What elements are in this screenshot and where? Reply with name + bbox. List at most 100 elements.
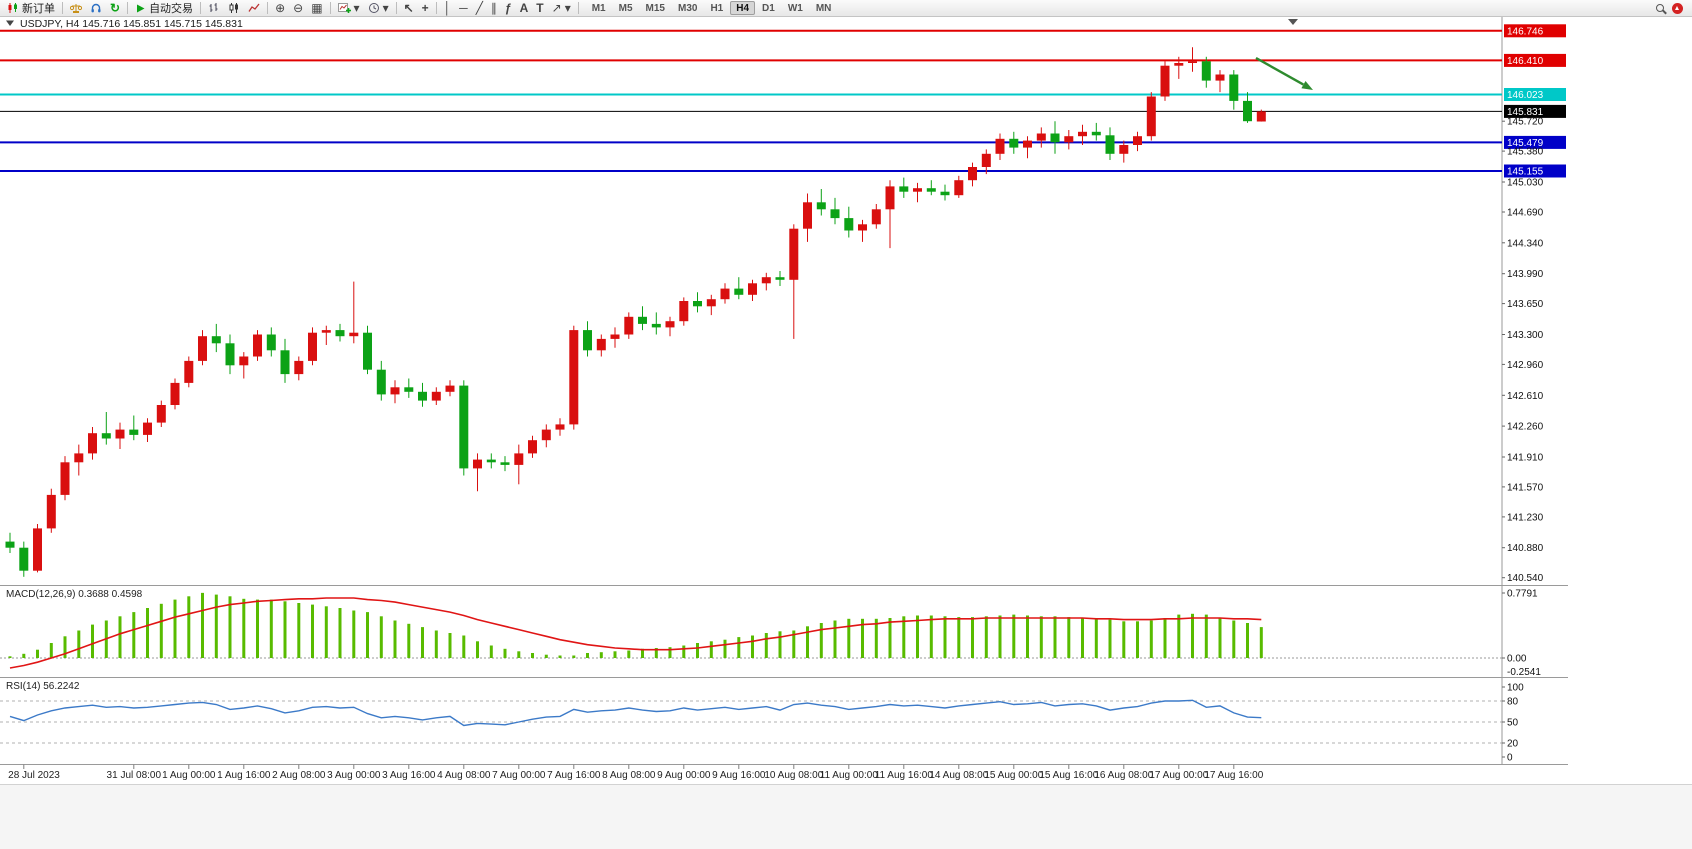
timeframe-m1-button[interactable]: M1 <box>591 3 606 14</box>
price-axis[interactable]: 146.746 146.410 146.023 145.831 145.479 145.1… <box>1502 24 1566 584</box>
cursor-button[interactable]: ↖ <box>400 1 418 16</box>
channel-button[interactable]: ∥ <box>487 1 501 16</box>
label-icon: T <box>536 0 544 15</box>
notifications-icon[interactable] <box>1672 2 1683 14</box>
arrows-button[interactable]: ↗ ▾ <box>548 1 575 16</box>
timeframe-w1-button[interactable]: W1 <box>787 3 803 14</box>
svg-text:80: 80 <box>1507 697 1519 708</box>
svg-text:0.7791: 0.7791 <box>1507 589 1538 600</box>
svg-text:145.380: 145.380 <box>1507 147 1544 158</box>
horizontal-lines[interactable] <box>0 29 1502 172</box>
svg-text:145.720: 145.720 <box>1507 117 1544 128</box>
svg-text:-0.2541: -0.2541 <box>1507 667 1541 678</box>
svg-text:140.880: 140.880 <box>1507 543 1544 554</box>
svg-text:140.540: 140.540 <box>1507 573 1544 584</box>
svg-text:1 Aug 16:00: 1 Aug 16:00 <box>217 770 271 781</box>
svg-text:7 Aug 00:00: 7 Aug 00:00 <box>492 770 546 781</box>
svg-text:20: 20 <box>1507 739 1519 750</box>
new-order-icon <box>7 2 19 14</box>
vertical-line-button[interactable]: │ <box>440 1 456 16</box>
new-order-button[interactable]: 新订单 <box>3 1 59 16</box>
toolbar-separator <box>200 2 202 14</box>
refresh-icon: ↻ <box>110 0 121 15</box>
toolbar-separator <box>435 2 437 14</box>
timeframe-m5-button[interactable]: M5 <box>618 3 633 14</box>
chart-bars-button[interactable] <box>204 1 224 16</box>
cursor-icon: ↖ <box>403 0 414 15</box>
svg-text:145.831: 145.831 <box>1507 107 1544 118</box>
svg-text:144.690: 144.690 <box>1507 208 1544 219</box>
tile-windows-icon: ▦ <box>311 0 323 15</box>
svg-text:141.910: 141.910 <box>1507 453 1544 464</box>
horizontal-line-button[interactable]: ─ <box>455 1 472 16</box>
new-chart-button[interactable]: ▾ <box>334 1 364 16</box>
timeframe-h4-button[interactable]: H4 <box>730 1 756 15</box>
svg-text:11 Aug 00:00: 11 Aug 00:00 <box>820 770 879 781</box>
zoom-in-icon: ⊕ <box>275 0 286 15</box>
main-toolbar: 新订单 ↻ <box>0 0 1692 17</box>
line-chart-icon <box>248 2 260 14</box>
chart-candles-button[interactable] <box>224 1 244 16</box>
toolbar-separator <box>267 2 269 14</box>
svg-text:100: 100 <box>1507 683 1524 694</box>
trend-arrow-annotation[interactable] <box>1255 56 1313 90</box>
scroll-position-marker[interactable] <box>1288 19 1298 25</box>
svg-text:145.030: 145.030 <box>1507 178 1544 189</box>
macd-signal-line <box>9 597 1262 669</box>
search-icon[interactable] <box>1656 4 1664 12</box>
period-button[interactable]: ▾ <box>364 1 393 16</box>
zoom-out-button[interactable]: ⊖ <box>289 1 307 16</box>
candles <box>5 47 1266 577</box>
chevron-down-icon: ▾ <box>353 0 360 15</box>
data-window-button[interactable] <box>86 1 106 16</box>
chevron-down-icon: ▾ <box>382 0 389 15</box>
toolbar-separator <box>127 2 129 14</box>
fibonacci-button[interactable]: ƒ <box>501 1 516 16</box>
text-button[interactable]: A <box>516 1 533 16</box>
svg-text:3 Aug 16:00: 3 Aug 16:00 <box>382 770 436 781</box>
window-footer <box>0 784 1692 849</box>
svg-text:142.610: 142.610 <box>1507 391 1544 402</box>
new-order-label: 新订单 <box>22 3 55 15</box>
crosshair-icon: + <box>421 0 429 15</box>
timeframe-h1-button[interactable]: H1 <box>710 3 724 14</box>
label-button[interactable]: T <box>532 1 547 16</box>
rsi-panel: RSI(14) 56.2242 100 80 50 20 0 <box>0 681 1524 764</box>
time-axis[interactable]: 28 Jul 2023 31 Jul 08:00 1 Aug 00:00 1 Aug … <box>8 764 1264 782</box>
svg-text:146.410: 146.410 <box>1507 56 1544 67</box>
svg-text:141.230: 141.230 <box>1507 512 1544 523</box>
svg-text:2 Aug 08:00: 2 Aug 08:00 <box>272 770 326 781</box>
svg-text:143.650: 143.650 <box>1507 299 1544 310</box>
tile-windows-button[interactable]: ▦ <box>307 1 326 16</box>
timeframe-d1-button[interactable]: D1 <box>762 3 775 14</box>
candles-icon <box>228 2 240 14</box>
chart-line-button[interactable] <box>244 1 264 16</box>
crosshair-button[interactable]: + <box>418 1 433 16</box>
timeframe-m30-button[interactable]: M30 <box>677 3 698 14</box>
zoom-in-button[interactable]: ⊕ <box>271 1 289 16</box>
auto-trading-button[interactable]: 自动交易 <box>131 1 197 16</box>
title-expand-icon <box>6 20 14 26</box>
svg-text:4 Aug 08:00: 4 Aug 08:00 <box>437 770 491 781</box>
svg-text:7 Aug 16:00: 7 Aug 16:00 <box>547 770 601 781</box>
timeframe-toolbar: M1 M5 M15 M30 H1 H4 D1 W1 MN <box>586 1 838 15</box>
toolbar-separator <box>62 2 63 14</box>
chart-title: USDJPY, H4 145.716 145.851 145.715 145.8… <box>6 18 243 30</box>
arrows-icon: ↗ <box>551 0 562 15</box>
channel-icon: ∥ <box>490 0 497 15</box>
svg-text:9 Aug 00:00: 9 Aug 00:00 <box>657 770 711 781</box>
trend-line-button[interactable]: ╱ <box>472 1 487 16</box>
svg-text:3 Aug 00:00: 3 Aug 00:00 <box>327 770 381 781</box>
refresh-button[interactable]: ↻ <box>106 1 124 16</box>
svg-text:9 Aug 16:00: 9 Aug 16:00 <box>712 770 766 781</box>
toolbar-separator <box>329 2 331 14</box>
svg-text:0: 0 <box>1507 753 1513 764</box>
svg-text:14 Aug 08:00: 14 Aug 08:00 <box>929 770 988 781</box>
svg-text:10 Aug 08:00: 10 Aug 08:00 <box>764 770 823 781</box>
timeframe-m15-button[interactable]: M15 <box>645 3 665 14</box>
market-watch-button[interactable] <box>66 1 86 16</box>
svg-text:31 Jul 08:00: 31 Jul 08:00 <box>107 770 162 781</box>
timeframe-mn-button[interactable]: MN <box>815 3 832 14</box>
